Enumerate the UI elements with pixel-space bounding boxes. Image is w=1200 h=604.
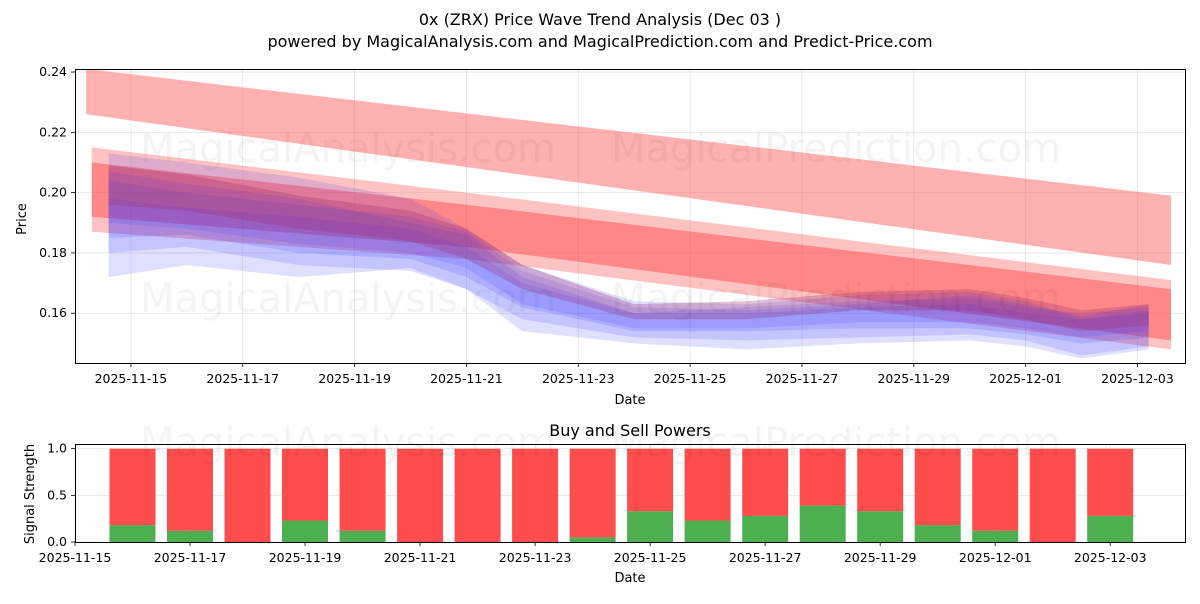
sell-bar bbox=[224, 448, 271, 542]
signal-x-tick-label: 2025-11-25 bbox=[614, 550, 687, 565]
buy-bar bbox=[627, 511, 674, 542]
signal-x-tick-label: 2025-12-03 bbox=[1074, 550, 1147, 565]
signal-chart-title: Buy and Sell Powers bbox=[549, 421, 711, 440]
price-band bbox=[108, 171, 1149, 344]
price-x-tick-label: 2025-11-19 bbox=[318, 371, 391, 386]
price-band bbox=[91, 147, 1171, 350]
signal-y-axis-label: Signal Strength bbox=[23, 444, 38, 544]
price-y-tick-label: 0.18 bbox=[39, 245, 67, 260]
sell-bar bbox=[109, 448, 156, 526]
signal-x-tick-label: 2025-11-17 bbox=[154, 550, 227, 565]
signal-y-tick-label: 0.0 bbox=[47, 534, 67, 549]
sell-bar bbox=[684, 448, 731, 521]
buy-bar bbox=[742, 515, 789, 542]
signal-x-tick-label: 2025-11-27 bbox=[729, 550, 802, 565]
signal-x-tick-label: 2025-11-21 bbox=[384, 550, 457, 565]
sell-bar bbox=[914, 448, 961, 526]
price-y-axis-label: Price bbox=[15, 203, 30, 235]
buy-bar bbox=[569, 537, 616, 542]
sell-bar bbox=[454, 448, 501, 542]
price-x-tick-label: 2025-12-03 bbox=[1101, 371, 1174, 386]
signal-ticks: 2025-11-15 2025-11-17 2025-11-19 2025-11-21… bbox=[39, 441, 1147, 565]
price-x-axis-label: Date bbox=[614, 393, 645, 408]
buy-bar bbox=[914, 525, 961, 542]
buy-bar bbox=[167, 530, 213, 542]
price-y-tick-label: 0.22 bbox=[39, 124, 67, 139]
sell-bar bbox=[1087, 448, 1134, 516]
watermark: MagicalAnalysis.com bbox=[140, 126, 556, 172]
signal-y-tick-label: 0.5 bbox=[47, 487, 67, 502]
chart-subtitle: powered by MagicalAnalysis.com and Magic… bbox=[267, 32, 932, 51]
price-band bbox=[91, 162, 1171, 341]
price-plot-frame bbox=[75, 69, 1186, 364]
buy-bar bbox=[972, 530, 1019, 542]
sell-bar bbox=[167, 448, 213, 531]
price-x-tick-label: 2025-11-23 bbox=[542, 371, 615, 386]
price-x-tick-label: 2025-11-21 bbox=[430, 371, 503, 386]
sell-bar bbox=[799, 448, 846, 506]
price-band bbox=[108, 165, 1149, 332]
price-series bbox=[86, 69, 1172, 359]
watermark: MagicalAnalysis.com bbox=[140, 276, 556, 322]
buy-bar bbox=[339, 530, 386, 542]
watermark: MagicalPrediction.com bbox=[611, 276, 1061, 322]
signal-x-axis-label: Date bbox=[614, 571, 645, 586]
price-band bbox=[108, 153, 1149, 356]
price-y-tick-label: 0.16 bbox=[39, 305, 67, 320]
sell-bar bbox=[742, 448, 789, 516]
price-x-tick-label: 2025-11-25 bbox=[654, 371, 727, 386]
sell-bar bbox=[512, 448, 559, 542]
sell-bar bbox=[397, 448, 444, 542]
chart-title: 0x (ZRX) Price Wave Trend Analysis (Dec … bbox=[419, 10, 781, 29]
sell-bar bbox=[857, 448, 904, 512]
buy-bar bbox=[109, 525, 156, 542]
signal-bars bbox=[109, 448, 1134, 542]
signal-plot-frame bbox=[75, 444, 1186, 543]
sell-bar bbox=[282, 448, 328, 521]
buy-bar bbox=[857, 511, 904, 542]
signal-x-tick-label: 2025-12-01 bbox=[959, 550, 1032, 565]
buy-bar bbox=[282, 520, 328, 542]
price-x-tick-label: 2025-11-15 bbox=[95, 371, 168, 386]
sell-bar bbox=[339, 448, 386, 531]
watermark: MagicalPrediction.com bbox=[611, 126, 1061, 172]
price-x-tick-label: 2025-12-01 bbox=[989, 371, 1062, 386]
sell-bar bbox=[569, 448, 616, 538]
sell-bar bbox=[1029, 448, 1076, 542]
price-y-tick-label: 0.20 bbox=[39, 185, 67, 200]
sell-bar bbox=[972, 448, 1019, 531]
price-x-tick-label: 2025-11-29 bbox=[877, 371, 950, 386]
signal-x-tick-label: 2025-11-15 bbox=[39, 550, 112, 565]
price-y-tick-label: 0.24 bbox=[39, 64, 67, 79]
signal-x-tick-label: 2025-11-23 bbox=[499, 550, 572, 565]
signal-y-tick-label: 1.0 bbox=[47, 441, 67, 456]
price-ticks: 2025-11-15 2025-11-17 2025-11-19 2025-11-21… bbox=[39, 64, 1174, 386]
price-band bbox=[108, 198, 1149, 359]
watermark: MagicalAnalysis.com bbox=[140, 420, 556, 466]
sell-bar bbox=[627, 448, 674, 512]
signal-x-tick-label: 2025-11-29 bbox=[844, 550, 917, 565]
buy-bar bbox=[684, 520, 731, 542]
buy-bar bbox=[1087, 515, 1134, 542]
buy-bar bbox=[799, 505, 846, 542]
watermark: MagicalPrediction.com bbox=[611, 420, 1061, 466]
price-x-tick-label: 2025-11-17 bbox=[206, 371, 279, 386]
price-band bbox=[108, 180, 1149, 338]
signal-x-tick-label: 2025-11-19 bbox=[269, 550, 342, 565]
price-band bbox=[86, 69, 1172, 265]
price-x-tick-label: 2025-11-27 bbox=[766, 371, 839, 386]
